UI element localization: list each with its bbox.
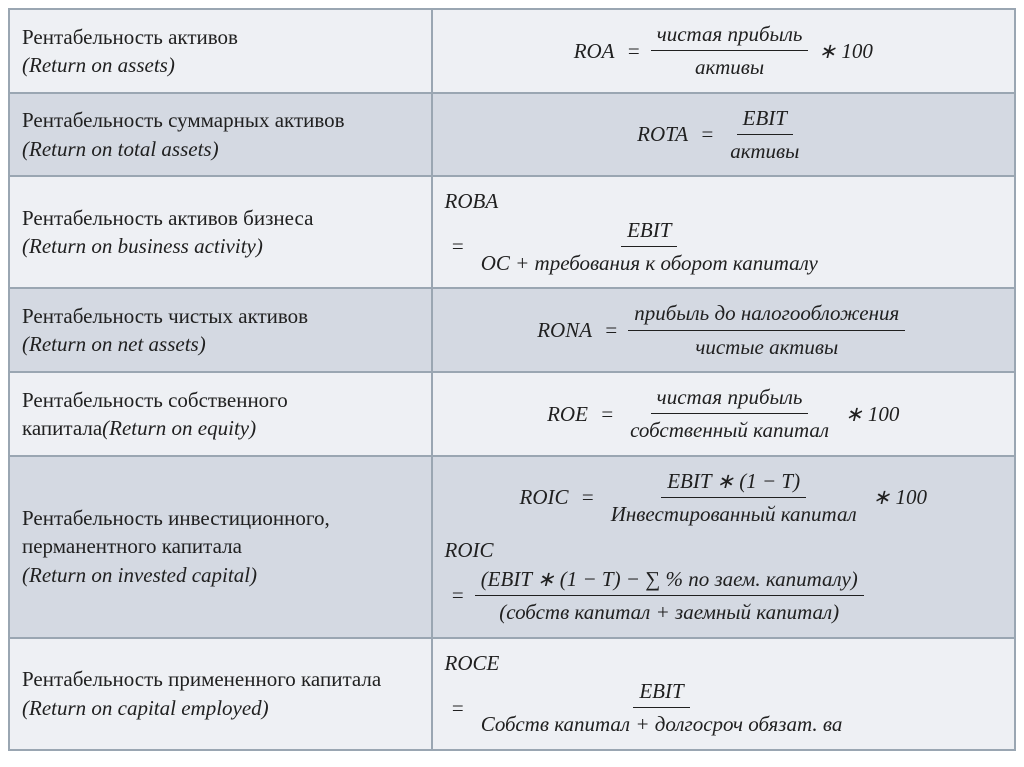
formula-lhs: ROIC	[520, 483, 569, 511]
formula-lhs: ROE	[547, 400, 588, 428]
ratio-name-en: (Return on total assets)	[22, 135, 419, 163]
ratio-formula-cell: ROE=чистая прибыльсобственный капитал∗ 1…	[432, 372, 1015, 456]
formula-lhs: RONA	[537, 316, 592, 344]
ratio-name-en: (Return on net assets)	[22, 330, 419, 358]
formula: ROTA=EBITактивы	[445, 104, 1002, 166]
ratio-label-cell: Рентабельность примененного капитала(Ret…	[9, 638, 432, 750]
formula-lhs: ROBA	[445, 187, 499, 215]
formula: ROA=чистая прибыльактивы∗ 100	[445, 20, 1002, 82]
ratio-name-en: (Return on capital employed)	[22, 694, 419, 722]
ratio-name-en: (Return on invested capital)	[22, 561, 419, 589]
ratio-name-en: (Return on equity)	[102, 416, 256, 440]
table-row: Рентабельность чистых активов(Return on …	[9, 288, 1015, 372]
formula: ROIC=(EBIT ∗ (1 − T) − ∑ % по заем. капи…	[445, 536, 1002, 626]
ratio-name-ru: Рентабельность активов	[22, 23, 419, 51]
ratio-formula-cell: ROA=чистая прибыльактивы∗ 100	[432, 9, 1015, 93]
ratio-label-cell: Рентабельность чистых активов(Return on …	[9, 288, 432, 372]
table-row: Рентабельность примененного капитала(Ret…	[9, 638, 1015, 750]
ratio-name-ru: Рентабельность чистых активов	[22, 302, 419, 330]
ratio-name-ru: Рентабельность активов бизнеса	[22, 204, 419, 232]
table-row: Рентабельность собственного капитала(Ret…	[9, 372, 1015, 456]
formula: ROIC=EBIT ∗ (1 − T)Инвестированный капит…	[445, 467, 1002, 529]
ratio-name-en: (Return on business activity)	[22, 232, 419, 260]
formula: ROBA=EBITОС + требования к оборот капита…	[445, 187, 1002, 277]
ratio-formula-cell: ROBA=EBITОС + требования к оборот капита…	[432, 176, 1015, 288]
formula: ROCE=EBITСобств капитал + долгосроч обяз…	[445, 649, 1002, 739]
ratio-name-ru: Рентабельность суммарных активов	[22, 106, 419, 134]
ratio-label-cell: Рентабельность инвестиционного, перманен…	[9, 456, 432, 638]
ratio-label-cell: Рентабельность активов бизнеса(Return on…	[9, 176, 432, 288]
ratio-name-ru: Рентабельность инвестиционного, перманен…	[22, 504, 419, 561]
ratio-label-cell: Рентабельность собственного капитала(Ret…	[9, 372, 432, 456]
ratio-formula-cell: RONA=прибыль до налогообложениячистые ак…	[432, 288, 1015, 372]
table-row: Рентабельность активов(Return on assets)…	[9, 9, 1015, 93]
ratio-formula-cell: ROIC=EBIT ∗ (1 − T)Инвестированный капит…	[432, 456, 1015, 638]
ratio-label-cell: Рентабельность активов(Return on assets)	[9, 9, 432, 93]
formula-lhs: ROIC	[445, 536, 494, 564]
ratio-formula-cell: ROTA=EBITактивы	[432, 93, 1015, 177]
table-row: Рентабельность суммарных активов(Return …	[9, 93, 1015, 177]
formula: RONA=прибыль до налогообложениячистые ак…	[445, 299, 1002, 361]
financial-ratios-table: Рентабельность активов(Return on assets)…	[8, 8, 1016, 751]
ratio-formula-cell: ROCE=EBITСобств капитал + долгосроч обяз…	[432, 638, 1015, 750]
ratio-label-cell: Рентабельность суммарных активов(Return …	[9, 93, 432, 177]
table-row: Рентабельность инвестиционного, перманен…	[9, 456, 1015, 638]
formula-lhs: ROTA	[637, 120, 688, 148]
ratio-name-en: (Return on assets)	[22, 51, 419, 79]
ratio-name-ru: Рентабельность примененного капитала	[22, 665, 419, 693]
table-row: Рентабельность активов бизнеса(Return on…	[9, 176, 1015, 288]
formula-lhs: ROCE	[445, 649, 500, 677]
formula-lhs: ROA	[574, 37, 615, 65]
formula: ROE=чистая прибыльсобственный капитал∗ 1…	[445, 383, 1002, 445]
